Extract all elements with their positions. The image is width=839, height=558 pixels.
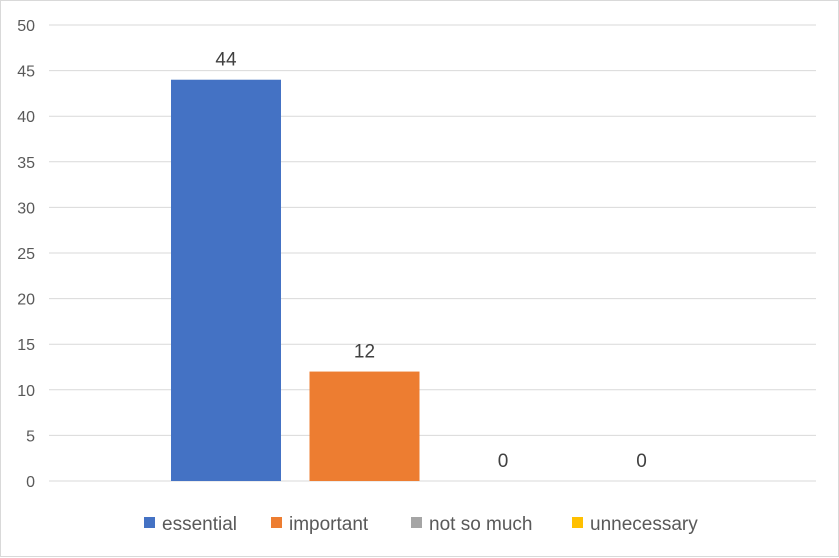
y-tick-label: 35 <box>17 155 35 172</box>
y-tick-label: 0 <box>26 474 35 491</box>
y-tick-label: 20 <box>17 292 35 309</box>
y-tick-label: 5 <box>26 428 35 445</box>
legend-swatch <box>271 517 282 528</box>
legend-swatch <box>572 517 583 528</box>
legend-label: not so much <box>429 514 533 535</box>
y-tick-label: 45 <box>17 64 35 81</box>
legend: essential important not so much unnecessary <box>144 514 698 535</box>
gridlines <box>49 24 816 482</box>
data-label: 0 <box>498 451 509 472</box>
legend-label: important <box>289 514 369 535</box>
data-label: 0 <box>636 451 647 472</box>
data-label: 12 <box>354 342 375 363</box>
y-tick-label: 15 <box>17 337 35 354</box>
y-tick-label: 50 <box>17 18 35 35</box>
y-tick-label: 25 <box>17 246 35 263</box>
legend-label: essential <box>162 514 237 535</box>
legend-swatch <box>411 517 422 528</box>
bar-essential <box>171 79 281 481</box>
y-tick-label: 30 <box>17 200 35 217</box>
legend-swatch <box>144 517 155 528</box>
data-labels: 44 12 0 0 <box>215 50 646 472</box>
y-tick-label: 40 <box>17 109 35 126</box>
bars <box>171 79 420 481</box>
y-tick-label: 10 <box>17 383 35 400</box>
legend-label: unnecessary <box>590 514 698 535</box>
data-label: 44 <box>215 50 237 71</box>
y-axis-tick-labels: 0 5 10 15 20 25 30 35 40 45 50 <box>17 18 35 491</box>
bar-important <box>309 371 420 481</box>
